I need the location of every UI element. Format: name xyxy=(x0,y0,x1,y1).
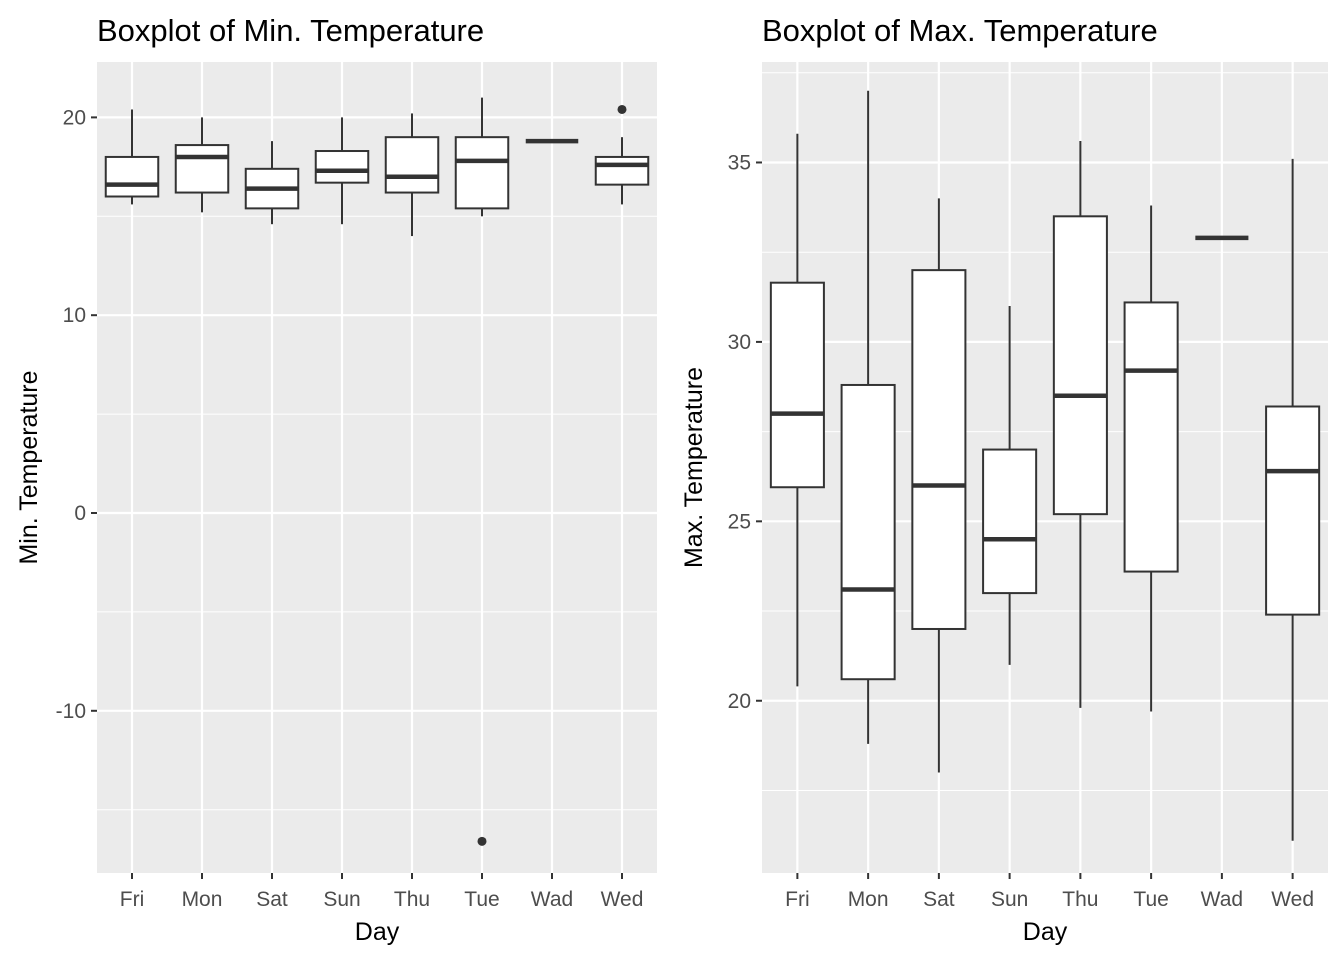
box-thu xyxy=(1052,140,1108,708)
x-axis-ticks: Fri Mon Sat Sun Thu Tue Wad Wed xyxy=(785,873,1314,911)
max-temperature-chart: Boxplot of Max. Temperature 20 25 30 35 Fri… xyxy=(680,13,1328,946)
chart-title: Boxplot of Min. Temperature xyxy=(97,13,484,48)
box-iqr xyxy=(769,281,825,489)
y-tick-label: 25 xyxy=(728,510,751,533)
box-iqr xyxy=(384,136,440,194)
outlier-point xyxy=(477,836,487,846)
y-tick-label: 20 xyxy=(728,690,751,713)
x-tick-label: Thu xyxy=(394,888,430,911)
box-iqr xyxy=(1123,301,1179,573)
plot-panel xyxy=(97,62,657,873)
x-tick-label: Mon xyxy=(848,888,889,911)
x-tick-label: Fri xyxy=(120,888,145,911)
box-mon xyxy=(174,117,230,213)
box-iqr xyxy=(982,448,1038,595)
box-iqr xyxy=(174,144,230,194)
x-tick-label: Tue xyxy=(464,888,499,911)
x-tick-label: Sun xyxy=(991,888,1028,911)
box-sat xyxy=(911,198,967,773)
box-wed xyxy=(1265,158,1321,841)
x-tick-label: Mon xyxy=(182,888,223,911)
y-axis-ticks: 20 25 30 35 xyxy=(728,151,762,713)
box-mon xyxy=(840,90,896,744)
box-iqr xyxy=(594,155,650,186)
y-tick-label: 20 xyxy=(63,106,86,129)
x-tick-label: Sun xyxy=(323,888,360,911)
box-iqr xyxy=(1265,405,1321,616)
y-tick-label: 0 xyxy=(74,502,86,525)
x-tick-label: Thu xyxy=(1062,888,1098,911)
outlier-point xyxy=(617,104,627,114)
boxplot-series xyxy=(104,97,650,846)
box-sun xyxy=(982,306,1038,665)
box-fri xyxy=(104,109,160,205)
x-axis-title: Day xyxy=(355,918,400,946)
box-fri xyxy=(769,133,825,687)
box-iqr xyxy=(1052,215,1108,516)
y-axis-title: Min. Temperature xyxy=(15,370,43,564)
x-tick-label: Wed xyxy=(601,888,644,911)
x-tick-label: Sat xyxy=(923,888,955,911)
boxplot-series xyxy=(769,90,1321,841)
box-wed xyxy=(594,104,650,205)
box-iqr xyxy=(454,136,510,210)
box-tue xyxy=(1123,205,1179,712)
x-tick-label: Fri xyxy=(785,888,810,911)
y-axis-title: Max. Temperature xyxy=(680,367,708,568)
chart-title: Boxplot of Max. Temperature xyxy=(762,13,1158,48)
x-tick-label: Wed xyxy=(1271,888,1314,911)
box-iqr xyxy=(314,150,370,184)
y-tick-label: 30 xyxy=(728,331,751,354)
y-tick-label: 10 xyxy=(63,304,86,327)
box-iqr xyxy=(840,383,896,681)
box-sat xyxy=(244,141,300,225)
x-tick-label: Wad xyxy=(1201,888,1243,911)
minor-gridlines xyxy=(97,215,657,811)
y-tick-label: 35 xyxy=(728,151,751,174)
box-iqr xyxy=(104,155,160,198)
x-axis-ticks: Fri Mon Sat Sun Thu Tue Wad Wed xyxy=(120,873,644,911)
x-tick-label: Wad xyxy=(531,888,573,911)
min-temperature-chart: Boxplot of Min. Temperature -10 0 10 20 Fri… xyxy=(15,13,657,946)
x-tick-label: Tue xyxy=(1133,888,1168,911)
box-sun xyxy=(314,117,370,225)
y-tick-label: -10 xyxy=(56,700,86,723)
y-axis-ticks: -10 0 10 20 xyxy=(56,106,97,723)
x-tick-label: Sat xyxy=(256,888,288,911)
box-iqr xyxy=(911,269,967,630)
box-thu xyxy=(384,113,440,237)
x-axis-title: Day xyxy=(1023,918,1068,946)
box-tue xyxy=(454,97,510,846)
